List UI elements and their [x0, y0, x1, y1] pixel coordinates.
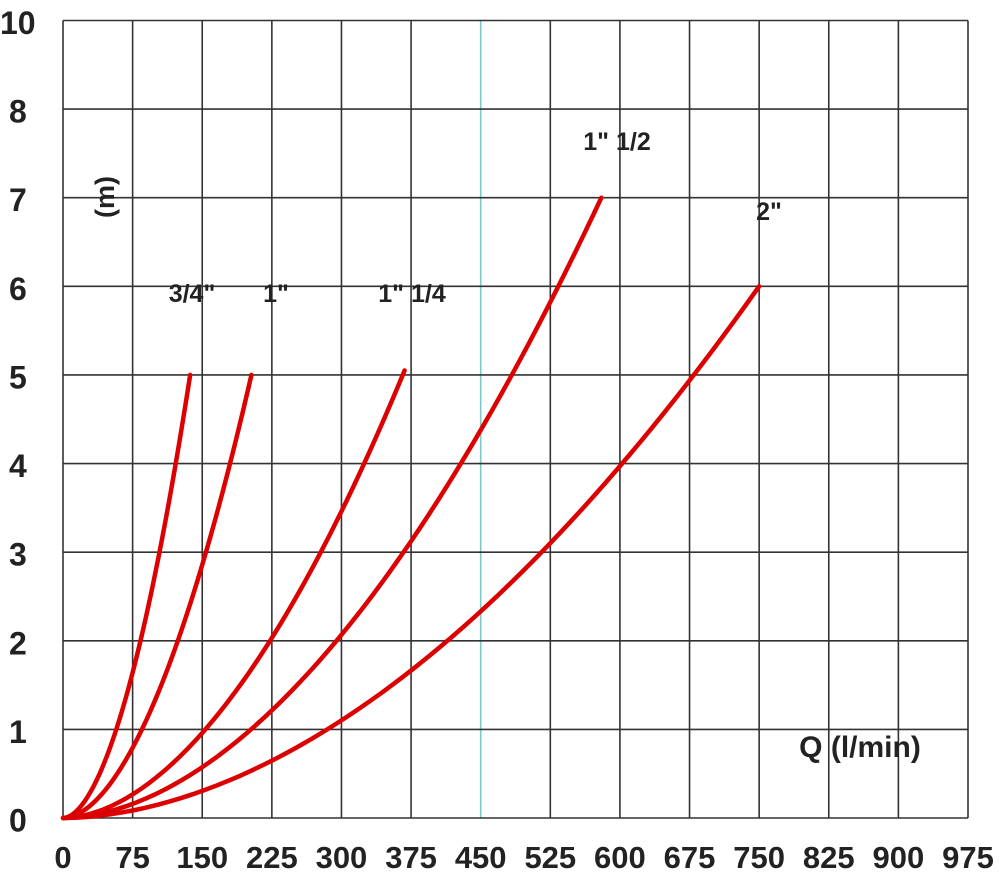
svg-text:0: 0	[54, 840, 71, 875]
svg-text:375: 375	[385, 840, 437, 875]
svg-text:75: 75	[115, 840, 149, 875]
svg-text:1" 1/4: 1" 1/4	[378, 280, 446, 308]
svg-text:(m): (m)	[90, 176, 120, 218]
svg-text:5: 5	[9, 359, 27, 395]
svg-text:2: 2	[9, 625, 27, 661]
svg-text:6: 6	[9, 271, 27, 307]
svg-text:2": 2"	[756, 198, 782, 226]
svg-text:7: 7	[9, 182, 27, 218]
svg-text:825: 825	[803, 840, 855, 875]
svg-text:975: 975	[942, 840, 994, 875]
svg-text:300: 300	[316, 840, 368, 875]
svg-text:900: 900	[873, 840, 925, 875]
svg-text:3/4": 3/4"	[169, 280, 216, 308]
svg-text:4: 4	[9, 448, 27, 484]
svg-text:3: 3	[9, 537, 27, 573]
svg-text:8: 8	[9, 94, 27, 130]
svg-text:600: 600	[594, 840, 646, 875]
svg-text:150: 150	[176, 840, 228, 875]
svg-text:225: 225	[246, 840, 298, 875]
svg-text:0: 0	[9, 803, 27, 839]
svg-text:1": 1"	[263, 280, 289, 308]
svg-text:750: 750	[733, 840, 785, 875]
svg-text:1: 1	[9, 714, 27, 750]
svg-text:675: 675	[664, 840, 716, 875]
svg-text:1" 1/2: 1" 1/2	[583, 128, 650, 156]
svg-text:525: 525	[524, 840, 576, 875]
svg-text:450: 450	[455, 840, 507, 875]
svg-text:10: 10	[0, 5, 36, 41]
svg-text:Q (l/min): Q (l/min)	[799, 731, 921, 764]
